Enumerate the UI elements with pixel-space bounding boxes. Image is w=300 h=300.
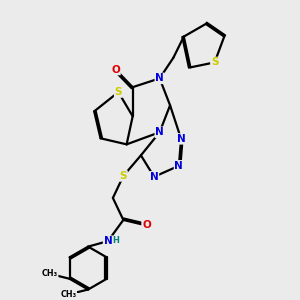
Text: O: O (111, 64, 120, 75)
Text: N: N (175, 161, 183, 171)
Text: N: N (155, 127, 164, 137)
Text: CH₃: CH₃ (60, 290, 76, 299)
Text: N: N (155, 74, 164, 83)
Text: S: S (115, 87, 122, 97)
Text: N: N (103, 236, 112, 246)
Text: N: N (150, 172, 158, 182)
Text: S: S (120, 171, 127, 181)
Text: H: H (112, 236, 119, 245)
Text: N: N (177, 134, 185, 144)
Text: CH₃: CH₃ (42, 269, 58, 278)
Text: O: O (142, 220, 151, 230)
Text: S: S (211, 57, 218, 68)
